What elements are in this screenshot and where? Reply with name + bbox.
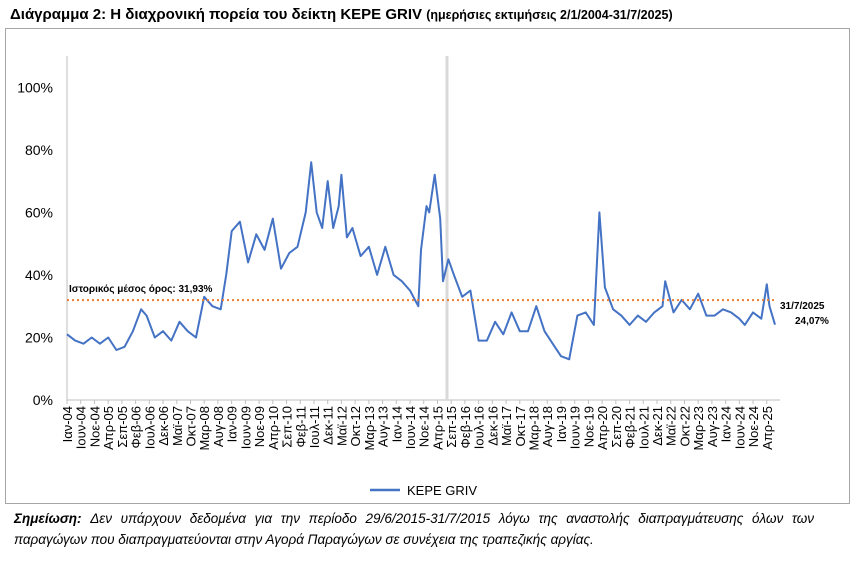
x-tick-label: Ιουν-09 [238, 406, 253, 449]
x-tick-label: Μαϊ-17 [499, 406, 514, 446]
chart-frame [5, 28, 850, 504]
x-tick-label: Απρ-20 [595, 406, 610, 450]
y-tick-label: 100% [17, 79, 53, 95]
chart-title: Διάγραμμα 2: Η διαχρονική πορεία του δεί… [10, 6, 673, 23]
x-tick-label: Ιουλ-21 [636, 406, 651, 449]
x-tick-label: Δεκ-16 [485, 406, 500, 446]
chart-title-sub: (ημερήσιες εκτιμήσεις 2/1/2004-31/7/2025… [426, 8, 673, 22]
chart-title-main: Διάγραμμα 2: Η διαχρονική πορεία του δεί… [10, 6, 423, 23]
x-tick-label: Οκτ-22 [677, 406, 692, 447]
x-tick-label: Δεκ-06 [156, 406, 171, 446]
x-tick-label: Απρ-05 [101, 406, 116, 450]
x-tick-label: Δεκ-21 [650, 406, 665, 446]
x-tick-label: Ιουν-14 [403, 406, 418, 449]
no-data-gap-band [445, 56, 449, 400]
x-tick-label: Φεβ-16 [458, 406, 473, 448]
y-tick-label: 80% [25, 142, 53, 158]
x-tick-label: Ιουλ-06 [142, 406, 157, 449]
end-date-label: 31/7/2025 [780, 301, 825, 312]
x-tick-label: Σεπ-05 [115, 406, 130, 448]
x-tick-label: Νοε-04 [87, 406, 102, 447]
x-tick-label: Μαϊ-22 [664, 406, 679, 446]
series-line-kepe-griv [66, 161, 776, 361]
x-tick-label: Απρ-15 [430, 406, 445, 450]
x-tick-label: Ιουλ-11 [307, 406, 322, 448]
x-tick-label: Μαρ-13 [362, 406, 377, 451]
x-tick-label: Νοε-14 [417, 406, 432, 447]
x-tick-label: Ιαν-19 [554, 406, 569, 442]
griv-line-chart: 0%20%40%60%80%100% Ιαν-04Ιουν-04Νοε-04Απ… [17, 56, 829, 498]
x-tick-label: Οκτ-17 [513, 406, 528, 447]
x-tick-label: Μαϊ-07 [170, 406, 185, 446]
x-tick-label: Μαρ-08 [197, 406, 212, 451]
x-tick-label: Νοε-19 [581, 406, 596, 447]
footnote-text: Δεν υπάρχουν δεδομένα για την περίοδο 29… [14, 511, 814, 547]
x-tick-label: Σεπ-15 [444, 406, 459, 448]
y-tick-label: 60% [25, 204, 53, 220]
x-tick-label: Ιαν-24 [719, 406, 734, 442]
x-tick-label: Ιαν-04 [60, 406, 75, 442]
x-tick-label: Σεπ-20 [609, 406, 624, 448]
x-tick-label: Ιαν-14 [389, 406, 404, 442]
end-value-label: 24,07% [795, 316, 829, 327]
x-tick-label: Φεβ-06 [129, 406, 144, 448]
legend-label: ΚΕΡΕ GRIV [407, 483, 477, 498]
x-tick-label: Ιαν-09 [225, 406, 240, 442]
x-tick-label: Αυγ-23 [705, 406, 720, 447]
footnote: Σημείωση: Δεν υπάρχουν δεδομένα για την … [14, 508, 814, 550]
x-tick-label: Ιουν-19 [568, 406, 583, 449]
x-tick-label: Ιουν-04 [74, 406, 89, 449]
x-tick-label: Σεπ-10 [280, 406, 295, 448]
x-tick-label: Νοε-09 [252, 406, 267, 447]
x-tick-label: Μαρ-18 [527, 406, 542, 451]
x-tick-label: Αυγ-13 [376, 406, 391, 447]
x-tick-label: Οκτ-12 [348, 406, 363, 447]
x-tick-label: Φεβ-21 [623, 406, 638, 448]
x-tick-label: Μαϊ-12 [334, 406, 349, 446]
y-tick-label: 20% [25, 329, 53, 345]
x-tick-label: Απρ-25 [760, 406, 775, 450]
footnote-label: Σημείωση: [14, 511, 82, 526]
x-tick-label: Αυγ-18 [540, 406, 555, 447]
x-tick-label: Απρ-10 [266, 406, 281, 450]
x-tick-label: Νοε-24 [746, 406, 761, 447]
y-tick-label: 40% [25, 267, 53, 283]
x-tick-label: Ιουλ-16 [472, 406, 487, 449]
x-tick-label: Ιουν-24 [732, 406, 747, 449]
x-tick-label: Οκτ-07 [183, 406, 198, 447]
x-tick-label: Αυγ-08 [211, 406, 226, 447]
x-tick-label: Δεκ-11 [321, 406, 336, 445]
x-tick-label: Μαρ-23 [691, 406, 706, 451]
historical-mean-label: Ιστορικός μέσος όρος: 31,93% [69, 284, 213, 295]
x-tick-label: Φεβ-11 [293, 406, 308, 447]
y-tick-label: 0% [33, 392, 53, 408]
